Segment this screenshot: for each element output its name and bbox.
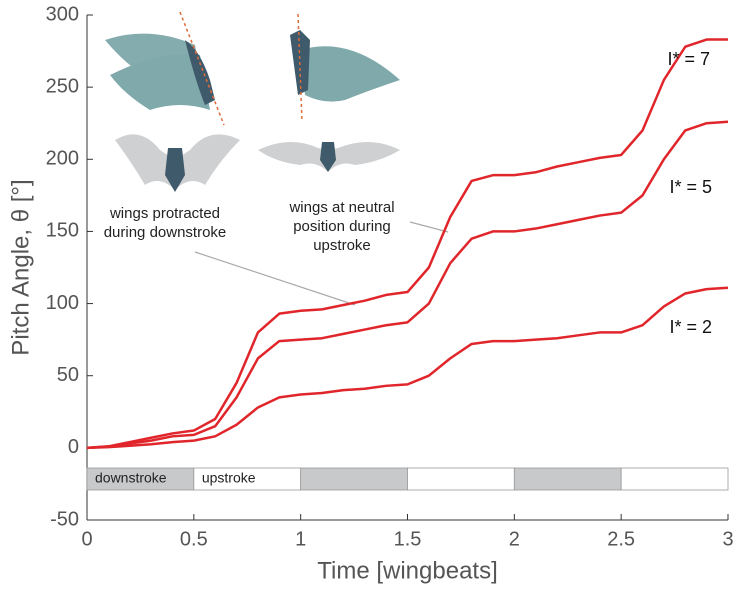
- annotation-leader: [409, 221, 449, 233]
- series-line: [86, 38, 728, 450]
- bat-illustration-top-1: [115, 134, 240, 192]
- y-tick-label: -50: [50, 508, 79, 530]
- annotation: wings protracted: [109, 205, 220, 222]
- annotation: position during: [293, 218, 391, 235]
- x-tick-label: 2.5: [607, 528, 635, 550]
- y-tick-label: 300: [46, 3, 79, 25]
- series-label: I* = 7: [667, 49, 710, 69]
- x-tick-label: 0.5: [180, 528, 208, 550]
- annotation-leader: [194, 251, 356, 306]
- y-tick-label: 250: [46, 75, 79, 97]
- x-axis-label: Time [wingbeats]: [317, 557, 498, 584]
- stroke-phase: [620, 467, 729, 491]
- bat-illustration-side-1: [105, 11, 225, 126]
- x-tick-label: 2: [509, 528, 520, 550]
- stroke-phase: [300, 467, 408, 491]
- y-tick-label: 100: [46, 292, 79, 314]
- y-tick-label: 150: [46, 220, 79, 242]
- y-tick-label: 200: [46, 148, 79, 170]
- x-tick-label: 3: [722, 528, 733, 550]
- y-tick-label: 0: [68, 436, 79, 458]
- stroke-phase: [513, 467, 622, 491]
- stroke-phase-label: upstroke: [202, 470, 256, 486]
- annotation: upstroke: [313, 237, 371, 254]
- x-tick-label: 1: [295, 528, 306, 550]
- bat-illustration-top-2: [258, 141, 400, 172]
- y-tick-label: 50: [57, 364, 79, 386]
- series-line: [86, 120, 729, 450]
- series-label: I* = 5: [669, 177, 712, 197]
- series-line: [86, 286, 729, 450]
- bat-illustration-side-2: [290, 13, 400, 123]
- x-tick-label: 0: [81, 528, 92, 550]
- y-axis-label: Pitch Angle, θ [°]: [7, 179, 34, 355]
- annotation: wings at neutral: [288, 199, 394, 216]
- stroke-phase: [407, 467, 515, 491]
- stroke-phase-label: downstroke: [95, 470, 167, 486]
- annotation: during downstroke: [104, 224, 227, 241]
- x-tick-label: 1.5: [394, 528, 422, 550]
- series-label: I* = 2: [669, 317, 712, 337]
